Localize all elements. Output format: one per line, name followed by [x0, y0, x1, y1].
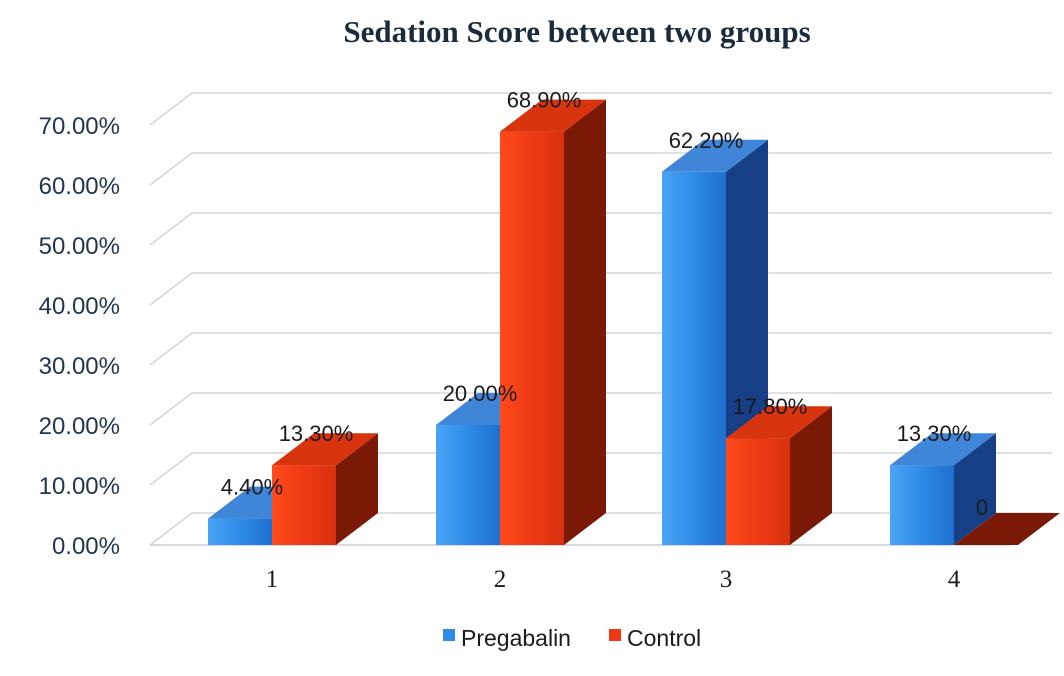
bar-side — [790, 406, 832, 545]
gridline — [149, 92, 1052, 126]
bar-front — [272, 465, 336, 545]
data-label: 20.00% — [443, 381, 518, 406]
bar-top — [726, 406, 832, 439]
bar-front — [208, 518, 272, 545]
bar-side — [954, 433, 996, 545]
y-tick-label: 40.00% — [39, 293, 120, 320]
data-label: 0 — [976, 495, 988, 520]
chart-title: Sedation Score between two groups — [343, 14, 810, 49]
bar-top — [662, 139, 768, 172]
bars — [208, 99, 1060, 546]
legend-label-control: Control — [627, 625, 701, 651]
data-label: 13.30% — [897, 421, 972, 446]
x-tick-label: 4 — [948, 566, 961, 593]
legend-swatch-pregabalin — [443, 629, 455, 641]
bar-top — [500, 99, 606, 132]
x-axis-ticks: 1 2 3 4 — [266, 566, 961, 593]
legend-label-pregabalin: Pregabalin — [461, 625, 571, 651]
y-tick-label: 20.00% — [39, 413, 120, 440]
x-tick-label: 1 — [266, 566, 279, 593]
bar-side — [336, 433, 378, 545]
legend-swatch-control — [609, 629, 621, 641]
y-tick-label: 60.00% — [39, 173, 120, 200]
gridlines — [149, 92, 1053, 546]
y-tick-label: 0.00% — [52, 533, 120, 560]
data-label: 62.20% — [669, 128, 744, 153]
y-tick-label: 70.00% — [39, 113, 120, 140]
bar — [726, 406, 832, 545]
bar — [500, 99, 606, 545]
x-tick-label: 3 — [720, 566, 733, 593]
bar — [890, 433, 996, 545]
bar-front — [500, 131, 564, 545]
bar-side — [564, 99, 606, 545]
data-label: 68.90% — [507, 88, 582, 113]
y-axis-ticks: 0.00% 10.00% 20.00% 30.00% 40.00% 50.00% 60.00… — [39, 113, 120, 560]
bar-front — [726, 438, 790, 545]
data-label: 17.80% — [733, 394, 808, 419]
bar-top — [954, 513, 1060, 545]
data-labels: 4.40% 13.30% 20.00% 68.90% 62.20% 17.80% 13.30… — [221, 88, 988, 520]
data-label: 13.30% — [279, 421, 354, 446]
bar-front — [662, 171, 726, 546]
bar-front — [436, 425, 500, 545]
bar-top — [272, 433, 378, 466]
legend: Pregabalin Control — [443, 625, 701, 651]
y-tick-label: 50.00% — [39, 233, 120, 260]
y-tick-label: 30.00% — [39, 353, 120, 380]
bar — [954, 513, 1060, 545]
bar-top — [890, 433, 996, 466]
data-label: 4.40% — [221, 475, 283, 500]
y-tick-label: 10.00% — [39, 473, 120, 500]
x-tick-label: 2 — [494, 566, 507, 593]
bar — [272, 433, 378, 545]
bar-front — [890, 465, 954, 545]
